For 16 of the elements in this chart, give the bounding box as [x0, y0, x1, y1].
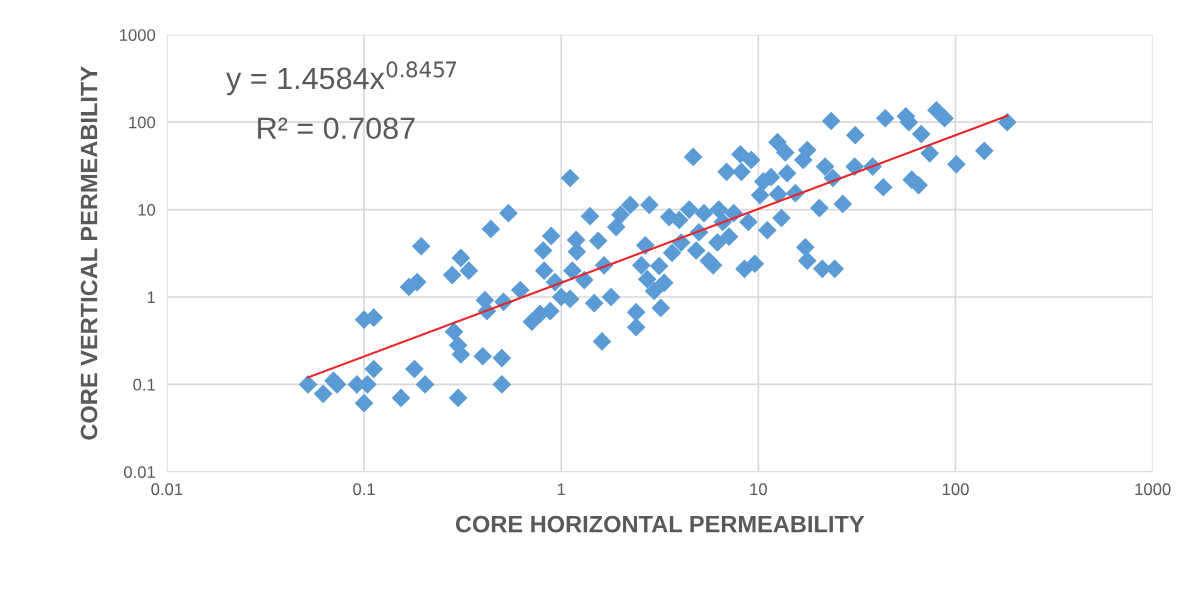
- x-tick-label: 0.01: [151, 483, 183, 496]
- y-tick-label: 100: [129, 116, 156, 129]
- x-tick-label: 0.1: [353, 483, 375, 496]
- annotation: R² = 0.7087: [258, 117, 415, 140]
- x-tick-label: 1: [557, 483, 566, 495]
- x-tick-label: 100: [942, 483, 969, 496]
- y-axis-title: CORE VERTICAL PERMEABILITY: [80, 66, 98, 440]
- y-tick-label: 1000: [119, 29, 156, 41]
- x-tick-label: 10: [750, 483, 767, 496]
- x-tick-label: 1000: [1135, 483, 1171, 496]
- y-tick-label: 10: [138, 203, 156, 216]
- annotation: y = 1.4584x$^{0.8457}$: [226, 61, 457, 96]
- y-tick-label: 1: [147, 291, 155, 304]
- x-axis-title: CORE HORIZONTAL PERMEABILITY: [455, 515, 865, 533]
- y-tick-label: 0.1: [133, 378, 155, 391]
- y-tick-label: 0.01: [123, 466, 155, 478]
